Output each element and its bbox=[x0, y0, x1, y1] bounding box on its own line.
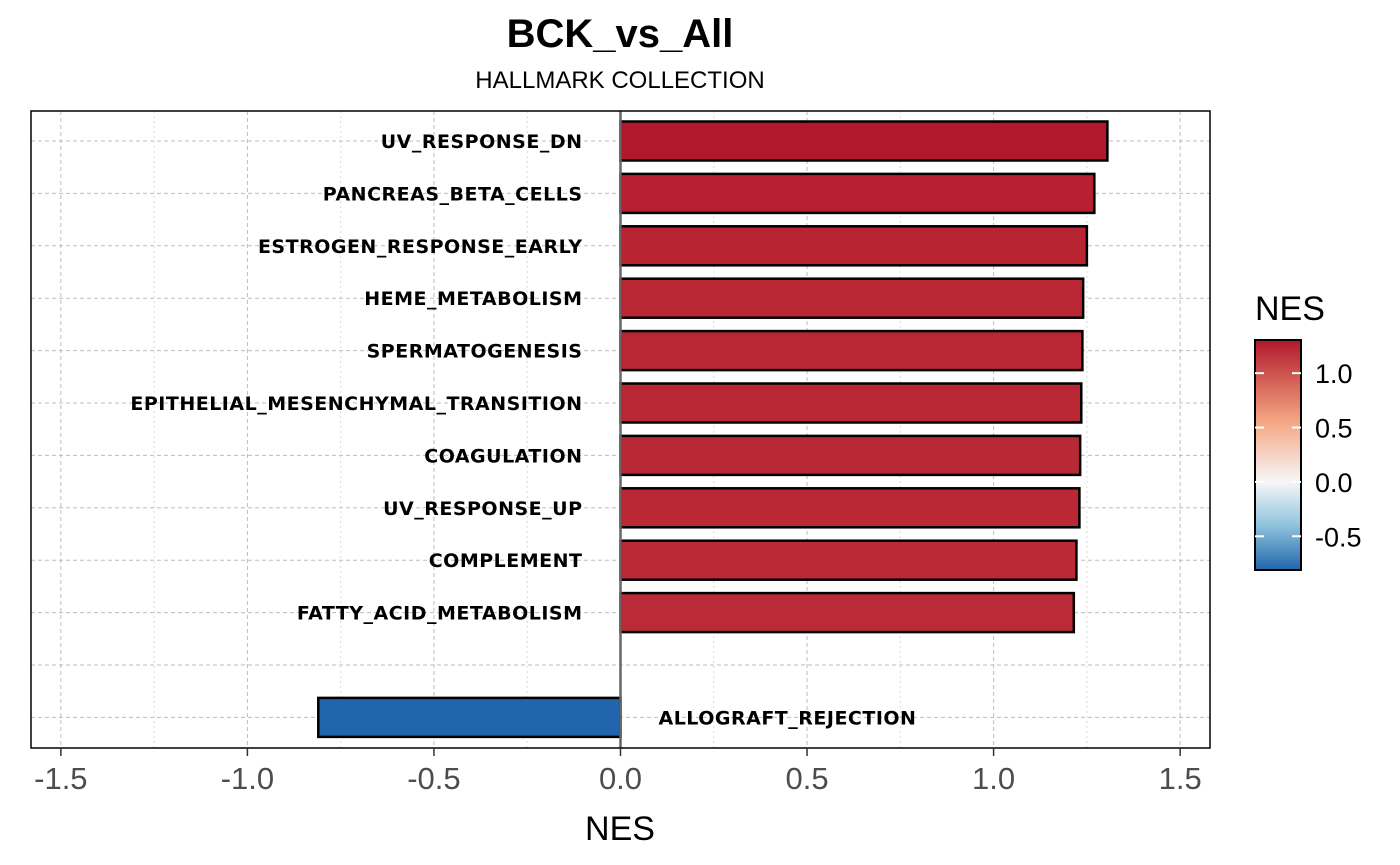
bar-label: FATTY_ACID_METABOLISM bbox=[297, 603, 583, 625]
x-tick-label: 0.5 bbox=[785, 761, 828, 796]
bar-label: UV_RESPONSE_DN bbox=[381, 131, 583, 153]
bar-labels: UV_RESPONSE_DN PANCREAS_BETA_CELLS ESTROGE… bbox=[130, 131, 916, 729]
bar-label: EPITHELIAL_MESENCHYMAL_TRANSITION bbox=[130, 393, 582, 415]
bar-label: COAGULATION bbox=[424, 445, 582, 467]
x-tick-label: 0.0 bbox=[599, 761, 642, 796]
bar bbox=[619, 434, 1082, 477]
bar bbox=[619, 591, 1076, 634]
bar bbox=[619, 539, 1078, 581]
bar-label: HEME_METABOLISM bbox=[364, 288, 582, 310]
bar bbox=[317, 696, 622, 739]
legend-tick-label: 1.0 bbox=[1315, 359, 1353, 389]
bars bbox=[317, 120, 1109, 739]
chart-title: BCK_vs_All bbox=[507, 12, 734, 56]
bar-label: UV_RESPONSE_UP bbox=[383, 498, 582, 520]
x-tick-label: -1.0 bbox=[221, 761, 274, 796]
plot-area: UV_RESPONSE_DN PANCREAS_BETA_CELLS ESTROGE… bbox=[30, 110, 1211, 749]
x-tick-label: -0.5 bbox=[407, 761, 460, 796]
bar-label: PANCREAS_BETA_CELLS bbox=[323, 183, 583, 205]
bar-label: COMPLEMENT bbox=[429, 550, 583, 572]
bar bbox=[619, 329, 1084, 372]
color-legend: NES 1.0 0.5 0.0 -0.5 bbox=[1254, 290, 1362, 571]
legend-colorbar bbox=[1254, 339, 1302, 571]
legend-tick-label: 0.5 bbox=[1315, 414, 1353, 444]
bar bbox=[619, 172, 1096, 215]
chart-subtitle: HALLMARK COLLECTION bbox=[475, 67, 764, 94]
bar bbox=[619, 225, 1089, 267]
legend-title: NES bbox=[1255, 290, 1325, 328]
x-axis-title: NES bbox=[585, 810, 655, 848]
bar bbox=[619, 487, 1081, 529]
bar-label: SPERMATOGENESIS bbox=[367, 341, 583, 363]
legend-ticks: 1.0 0.5 0.0 -0.5 bbox=[1255, 359, 1362, 552]
bar bbox=[619, 277, 1085, 319]
legend-tick-label: -0.5 bbox=[1315, 522, 1362, 552]
bar-label: ESTROGEN_RESPONSE_EARLY bbox=[258, 236, 583, 258]
bar bbox=[619, 120, 1109, 162]
bar-label: ALLOGRAFT_REJECTION bbox=[659, 707, 917, 729]
x-tick-label: -1.5 bbox=[34, 761, 87, 796]
x-tick-label: 1.0 bbox=[972, 761, 1015, 796]
x-tick-label: 1.5 bbox=[1159, 761, 1202, 796]
x-axis: -1.5 -1.0 -0.5 0.0 0.5 1.0 1.5 bbox=[34, 748, 1202, 796]
legend-tick-label: 0.0 bbox=[1315, 468, 1353, 498]
bar bbox=[619, 382, 1083, 424]
